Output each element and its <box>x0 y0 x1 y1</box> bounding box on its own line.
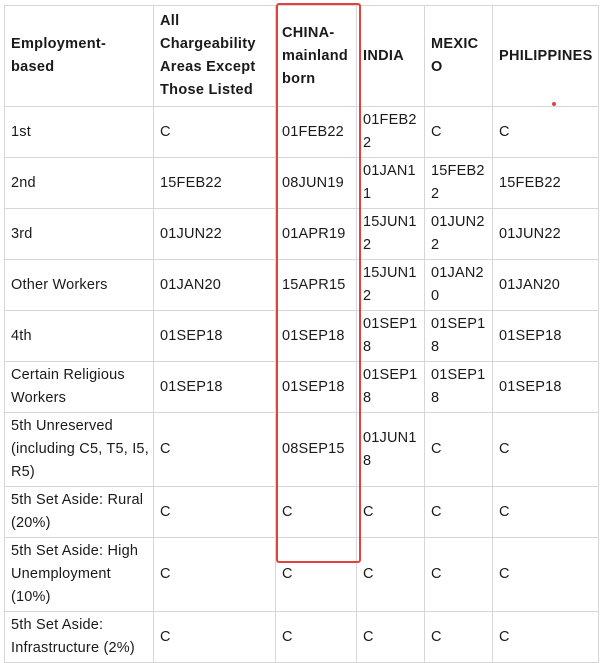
table-row: 3rd 01JUN22 01APR19 15JUN12 01JUN22 01JU… <box>4 208 599 260</box>
cell-mexico: 01JUN22 <box>424 208 493 260</box>
cell-india: C <box>356 611 425 663</box>
header-india: INDIA <box>356 5 425 107</box>
cell-philippines: C <box>492 106 599 158</box>
cell-china: 01APR19 <box>275 208 357 260</box>
cell-china: C <box>275 611 357 663</box>
row-label: Certain Religious Workers <box>4 361 154 413</box>
row-label: 3rd <box>4 208 154 260</box>
cell-all-chargeability: 01SEP18 <box>153 310 276 362</box>
row-label: 2nd <box>4 157 154 209</box>
table-row: Certain Religious Workers 01SEP18 01SEP1… <box>4 361 599 413</box>
cell-china: C <box>275 486 357 538</box>
row-label: 5th Set Aside: High Unemployment (10%) <box>4 537 154 612</box>
table-row: 4th 01SEP18 01SEP18 01SEP18 01SEP18 01SE… <box>4 310 599 362</box>
cell-mexico: C <box>424 486 493 538</box>
cell-india: C <box>356 486 425 538</box>
table-row: Other Workers 01JAN20 15APR15 15JUN12 01… <box>4 259 599 311</box>
cell-all-chargeability: C <box>153 537 276 612</box>
cell-philippines: 01JAN20 <box>492 259 599 311</box>
cell-philippines: C <box>492 412 599 487</box>
row-label: Other Workers <box>4 259 154 311</box>
cell-mexico: 01SEP18 <box>424 361 493 413</box>
cell-india: 01JAN11 <box>356 157 425 209</box>
row-label: 1st <box>4 106 154 158</box>
cell-all-chargeability: 01JAN20 <box>153 259 276 311</box>
cell-india: 01JUN18 <box>356 412 425 487</box>
cell-india: 01SEP18 <box>356 361 425 413</box>
cell-all-chargeability: C <box>153 611 276 663</box>
cell-india: 01FEB22 <box>356 106 425 158</box>
cell-mexico: C <box>424 537 493 612</box>
cell-india: 15JUN12 <box>356 208 425 260</box>
cell-philippines: 01SEP18 <box>492 361 599 413</box>
header-all-chargeability: All Chargeability Areas Except Those Lis… <box>153 5 276 107</box>
cell-china: 01SEP18 <box>275 361 357 413</box>
cell-all-chargeability: C <box>153 486 276 538</box>
table-row: 5th Set Aside: Rural (20%) C C C C C <box>4 486 599 538</box>
cell-all-chargeability: 01SEP18 <box>153 361 276 413</box>
cell-india: 01SEP18 <box>356 310 425 362</box>
row-label: 5th Set Aside: Rural (20%) <box>4 486 154 538</box>
cell-mexico: 01SEP18 <box>424 310 493 362</box>
row-label: 4th <box>4 310 154 362</box>
cell-china: C <box>275 537 357 612</box>
annotation-dot <box>552 102 556 106</box>
cell-philippines: C <box>492 486 599 538</box>
header-mexico: MEXICO <box>424 5 493 107</box>
table-row: 2nd 15FEB22 08JUN19 01JAN11 15FEB22 15FE… <box>4 157 599 209</box>
cell-china: 15APR15 <box>275 259 357 311</box>
cell-philippines: C <box>492 537 599 612</box>
row-label: 5th Unreserved (including C5, T5, I5, R5… <box>4 412 154 487</box>
cell-philippines: 15FEB22 <box>492 157 599 209</box>
cell-china: 08SEP15 <box>275 412 357 487</box>
cell-china: 01SEP18 <box>275 310 357 362</box>
header-philippines: PHILIPPINES <box>492 5 599 107</box>
row-label: 5th Set Aside: Infrastructure (2%) <box>4 611 154 663</box>
table-row: 5th Set Aside: High Unemployment (10%) C… <box>4 537 599 612</box>
header-employment-based: Employment-based <box>4 5 154 107</box>
table-row: 5th Unreserved (including C5, T5, I5, R5… <box>4 412 599 487</box>
table-row: 5th Set Aside: Infrastructure (2%) C C C… <box>4 611 599 663</box>
cell-all-chargeability: 15FEB22 <box>153 157 276 209</box>
cell-all-chargeability: C <box>153 106 276 158</box>
cell-mexico: C <box>424 106 493 158</box>
cell-mexico: C <box>424 611 493 663</box>
header-row: Employment-based All Chargeability Areas… <box>4 5 599 107</box>
cell-all-chargeability: 01JUN22 <box>153 208 276 260</box>
cell-china: 01FEB22 <box>275 106 357 158</box>
cell-india: 15JUN12 <box>356 259 425 311</box>
cell-philippines: C <box>492 611 599 663</box>
cell-mexico: 15FEB22 <box>424 157 493 209</box>
cell-mexico: C <box>424 412 493 487</box>
cell-china: 08JUN19 <box>275 157 357 209</box>
cell-india: C <box>356 537 425 612</box>
cell-mexico: 01JAN20 <box>424 259 493 311</box>
table-row: 1st C 01FEB22 01FEB22 C C <box>4 106 599 158</box>
visa-bulletin-table-container: Employment-based All Chargeability Areas… <box>4 5 599 663</box>
header-china: CHINA-mainland born <box>275 5 357 107</box>
cell-all-chargeability: C <box>153 412 276 487</box>
cell-philippines: 01JUN22 <box>492 208 599 260</box>
employment-based-dates-table: Employment-based All Chargeability Areas… <box>4 5 599 663</box>
cell-philippines: 01SEP18 <box>492 310 599 362</box>
